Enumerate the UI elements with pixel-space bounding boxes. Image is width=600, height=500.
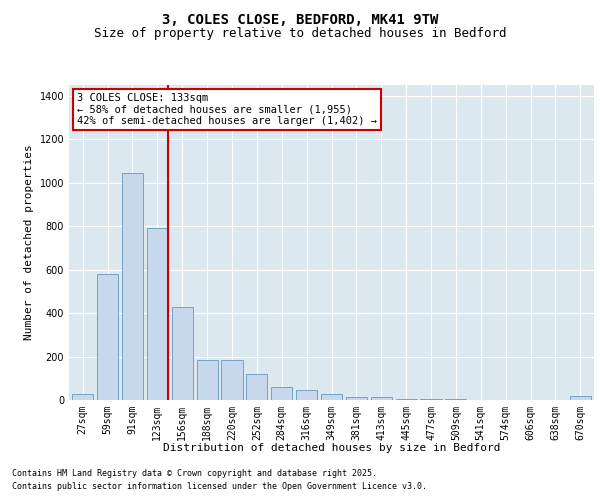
Bar [197, 360, 218, 400]
Bar [371, 396, 392, 400]
Bar [172, 306, 193, 400]
Bar [570, 396, 591, 400]
Bar [122, 173, 143, 400]
Text: 3 COLES CLOSE: 133sqm
← 58% of detached houses are smaller (1,955)
42% of semi-d: 3 COLES CLOSE: 133sqm ← 58% of detached … [77, 93, 377, 126]
Text: Contains public sector information licensed under the Open Government Licence v3: Contains public sector information licen… [12, 482, 427, 491]
Bar [395, 399, 417, 400]
Bar [246, 374, 268, 400]
Text: 3, COLES CLOSE, BEDFORD, MK41 9TW: 3, COLES CLOSE, BEDFORD, MK41 9TW [162, 12, 438, 26]
Bar [72, 394, 93, 400]
Text: Size of property relative to detached houses in Bedford: Size of property relative to detached ho… [94, 28, 506, 40]
Bar [321, 394, 342, 400]
Y-axis label: Number of detached properties: Number of detached properties [24, 144, 34, 340]
X-axis label: Distribution of detached houses by size in Bedford: Distribution of detached houses by size … [163, 443, 500, 453]
Text: Contains HM Land Registry data © Crown copyright and database right 2025.: Contains HM Land Registry data © Crown c… [12, 469, 377, 478]
Bar [445, 399, 466, 400]
Bar [346, 396, 367, 400]
Bar [97, 274, 118, 400]
Bar [271, 388, 292, 400]
Bar [421, 399, 442, 400]
Bar [296, 390, 317, 400]
Bar [221, 360, 242, 400]
Bar [147, 228, 168, 400]
